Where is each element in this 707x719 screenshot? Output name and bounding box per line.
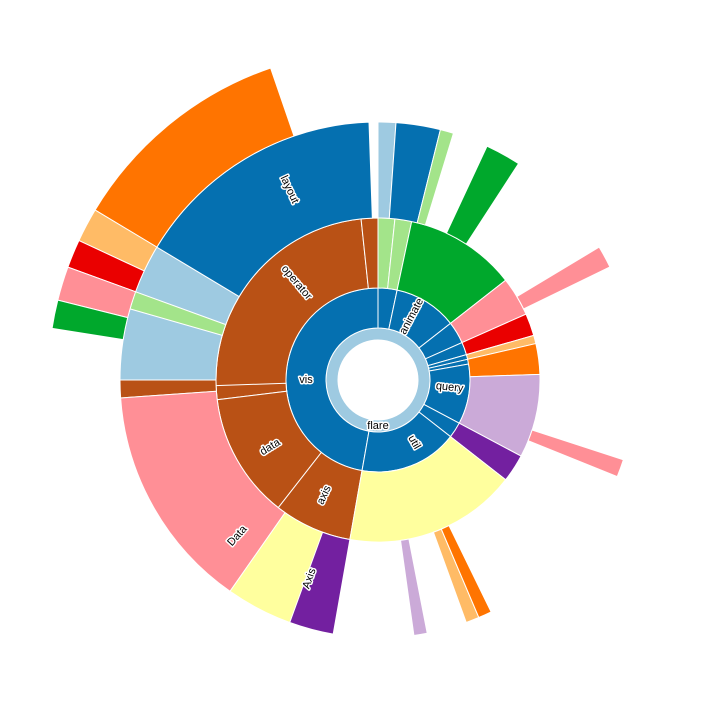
segment-l4d[interactable] xyxy=(445,145,520,245)
segment-l4g[interactable] xyxy=(432,528,480,624)
label-query: query xyxy=(435,380,464,395)
segment-flare[interactable] xyxy=(325,327,431,433)
segment-l4e[interactable] xyxy=(516,246,611,310)
segment-Axis[interactable] xyxy=(289,531,351,635)
segment-layout-leaves[interactable] xyxy=(94,67,295,248)
segment-Data[interactable] xyxy=(120,390,286,593)
segment-layout-leaves-2[interactable] xyxy=(78,209,158,272)
segment-l4h[interactable] xyxy=(440,524,492,619)
segment-layout-leaves-3[interactable] xyxy=(67,239,145,293)
segment-l4c[interactable] xyxy=(416,129,455,226)
segment-layout-leaves-5[interactable] xyxy=(51,299,129,341)
segment-l4i[interactable] xyxy=(399,538,428,637)
segment-misc[interactable] xyxy=(119,379,217,399)
sunburst-segments[interactable] xyxy=(51,67,625,637)
segment-l4f[interactable] xyxy=(527,429,625,478)
label-vis: vis xyxy=(299,374,313,386)
label-flare: flare xyxy=(367,420,388,432)
